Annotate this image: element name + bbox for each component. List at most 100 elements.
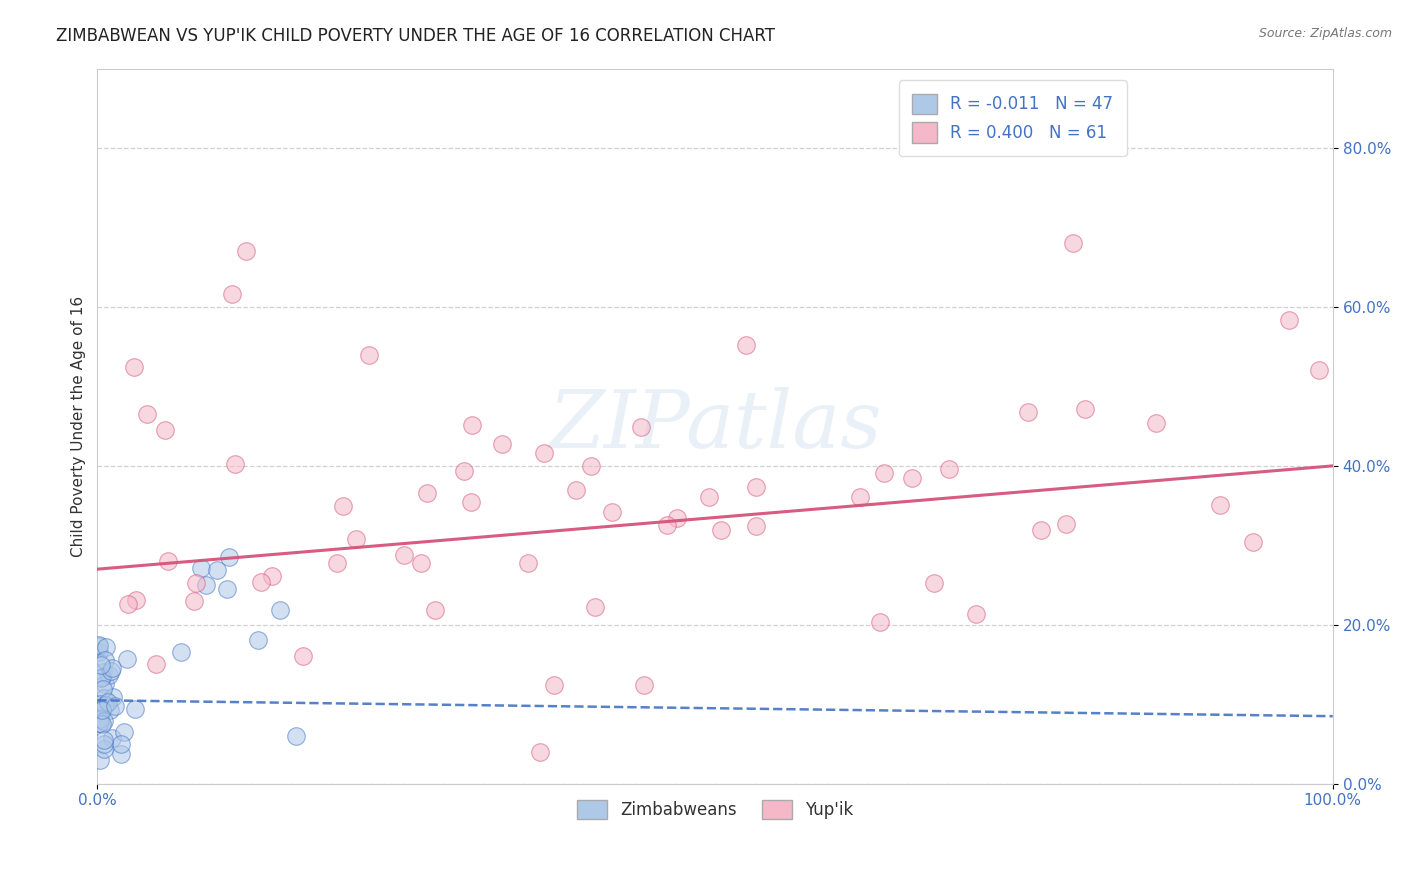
Point (965, 607, 987, 621)
Point (1144, 416, 1167, 430)
Point (332, 499, 354, 513)
Point (938, 462, 960, 476)
Point (145, 657, 167, 671)
Y-axis label: Child Poverty Under the Age of 16: Child Poverty Under the Age of 16 (72, 295, 86, 557)
Point (516, 557, 538, 571)
Point (89, 697, 111, 711)
Point (869, 615, 891, 629)
Point (98, 702, 121, 716)
Point (87, 703, 110, 717)
Point (460, 495, 482, 509)
Point (221, 287, 243, 301)
Point (91, 665, 114, 679)
Point (1278, 312, 1301, 326)
Point (873, 466, 896, 480)
Point (101, 660, 124, 674)
Point (269, 603, 291, 617)
Point (87, 638, 110, 652)
Point (849, 491, 872, 505)
Point (125, 593, 148, 607)
Point (101, 731, 124, 746)
Point (581, 458, 603, 473)
Point (453, 464, 475, 478)
Point (117, 597, 139, 611)
Point (89, 716, 111, 731)
Point (411, 556, 433, 570)
Point (89, 712, 111, 726)
Point (745, 480, 768, 494)
Point (285, 729, 308, 743)
Point (184, 576, 207, 591)
Point (91, 682, 114, 697)
Point (96, 640, 118, 655)
Point (491, 437, 513, 451)
Point (291, 648, 314, 663)
Point (190, 560, 212, 574)
Point (1054, 516, 1077, 531)
Point (423, 602, 446, 616)
Legend: Zimbabweans, Yup'ik: Zimbabweans, Yup'ik (569, 793, 860, 825)
Point (326, 556, 349, 570)
Point (110, 737, 132, 751)
Point (461, 417, 484, 432)
Point (205, 563, 228, 577)
Point (1029, 523, 1052, 537)
Point (630, 420, 652, 434)
Point (359, 348, 381, 362)
Point (93, 742, 115, 756)
Point (697, 490, 720, 504)
Point (91, 670, 114, 684)
Point (633, 677, 655, 691)
Point (93, 733, 115, 747)
Text: ZIMBABWEAN VS YUP'IK CHILD POVERTY UNDER THE AGE OF 16 CORRELATION CHART: ZIMBABWEAN VS YUP'IK CHILD POVERTY UNDER… (56, 27, 775, 45)
Point (901, 471, 924, 485)
Point (224, 457, 246, 471)
Point (533, 446, 555, 460)
Point (122, 360, 145, 375)
Point (93, 737, 115, 751)
Point (655, 518, 678, 533)
Point (344, 532, 367, 546)
Point (260, 569, 283, 583)
Point (94, 677, 117, 691)
Point (1017, 405, 1039, 419)
Point (124, 702, 146, 716)
Point (112, 724, 135, 739)
Point (1073, 402, 1095, 417)
Point (416, 485, 439, 500)
Point (170, 645, 193, 659)
Point (1241, 535, 1264, 549)
Point (93, 690, 115, 705)
Point (90, 657, 112, 672)
Point (104, 699, 127, 714)
Point (87, 639, 110, 653)
Point (87, 645, 110, 659)
Point (94, 652, 117, 666)
Point (583, 600, 606, 615)
Point (93, 698, 115, 712)
Point (564, 483, 586, 497)
Point (735, 338, 758, 352)
Point (89, 753, 111, 767)
Point (100, 665, 122, 679)
Point (194, 578, 217, 592)
Point (666, 510, 689, 524)
Point (90, 703, 112, 717)
Point (97, 668, 120, 682)
Point (235, 244, 257, 259)
Point (87, 716, 110, 731)
Point (924, 576, 946, 591)
Text: ZIPatlas: ZIPatlas (548, 387, 882, 465)
Point (135, 407, 157, 421)
Point (115, 652, 138, 666)
Point (392, 548, 415, 562)
Point (218, 550, 240, 565)
Point (247, 633, 270, 648)
Point (1209, 498, 1232, 512)
Point (110, 747, 132, 761)
Point (91, 717, 114, 731)
Point (90, 672, 112, 686)
Point (183, 594, 205, 608)
Point (744, 519, 766, 533)
Point (153, 423, 176, 437)
